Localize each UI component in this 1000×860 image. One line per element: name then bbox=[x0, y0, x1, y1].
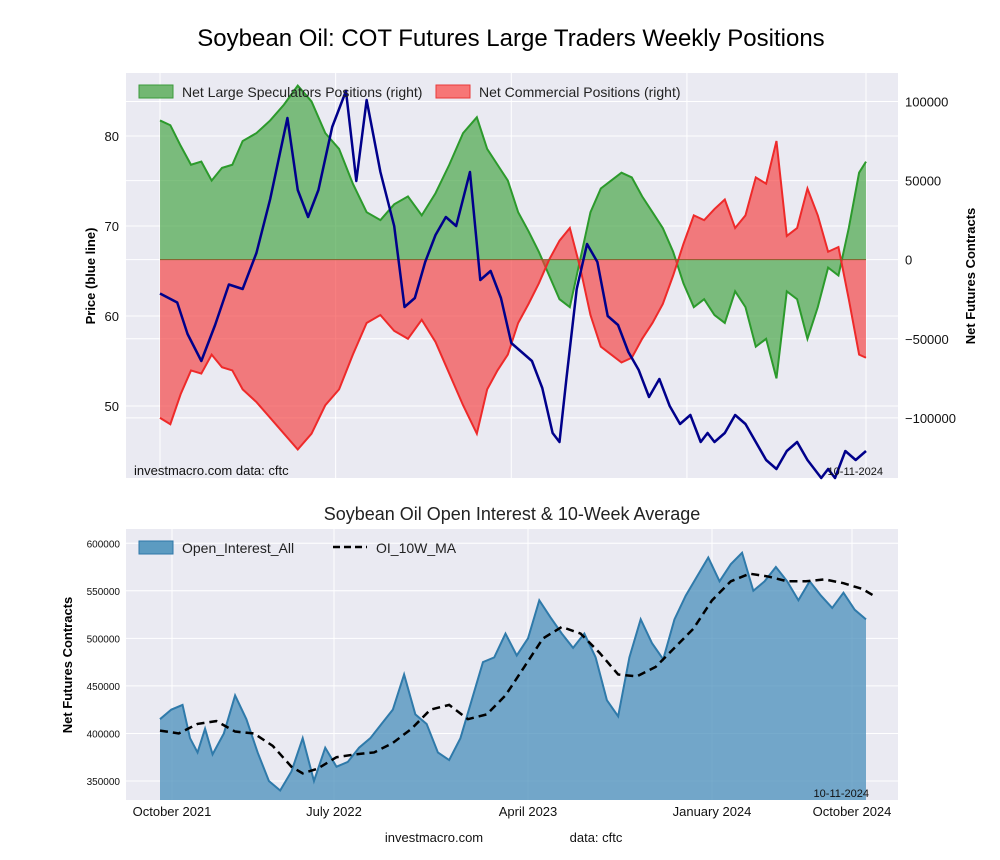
price-axis-label: Price (blue line) bbox=[83, 228, 98, 325]
oi-chart-title: Soybean Oil Open Interest & 10-Week Aver… bbox=[324, 504, 701, 524]
right-tick-label: 100000 bbox=[905, 94, 948, 109]
left-tick-label: 80 bbox=[105, 129, 119, 144]
chart-title: Soybean Oil: COT Futures Large Traders W… bbox=[197, 25, 824, 52]
oi-area-group bbox=[159, 550, 875, 800]
net-spec-area bbox=[160, 85, 866, 379]
right-tick-label: −50000 bbox=[905, 332, 949, 347]
price-line bbox=[159, 89, 867, 480]
bottom-date-stamp: 10-11-2024 bbox=[814, 788, 869, 800]
legend-label-oi: Open_Interest_All bbox=[182, 540, 294, 556]
net-comm-line bbox=[159, 140, 867, 452]
legend-swatch-spec bbox=[138, 84, 174, 99]
left-tick-label: 50 bbox=[105, 399, 119, 414]
oi-tick-label: 400000 bbox=[87, 729, 121, 740]
open-interest-line bbox=[159, 550, 867, 793]
x-tick-label: July 2022 bbox=[306, 804, 362, 819]
top-right-ticks: 100000 50000 0 −50000 −100000 bbox=[905, 94, 956, 425]
legend-swatch-comm bbox=[435, 84, 471, 99]
oi-axis-label: Net Futures Contracts bbox=[60, 597, 75, 734]
legend-label-ma: OI_10W_MA bbox=[376, 540, 457, 556]
open-interest-area bbox=[160, 552, 866, 800]
top-credit: investmacro.com data: cftc bbox=[134, 463, 289, 478]
top-date-stamp: 10-11-2024 bbox=[828, 466, 883, 478]
oi-tick-label: 600000 bbox=[87, 539, 121, 550]
net-contracts-axis-label: Net Futures Contracts bbox=[963, 208, 978, 345]
x-tick-label: January 2024 bbox=[673, 804, 752, 819]
left-tick-label: 70 bbox=[105, 219, 119, 234]
x-tick-label: April 2023 bbox=[499, 804, 558, 819]
oi-tick-label: 450000 bbox=[87, 682, 121, 693]
net-comm-area bbox=[160, 141, 866, 450]
bottom-y-ticks: 350000 400000 450000 500000 550000 600000 bbox=[87, 539, 121, 788]
x-tick-label: October 2021 bbox=[133, 804, 212, 819]
oi-tick-label: 500000 bbox=[87, 634, 121, 645]
bottom-legend: Open_Interest_All OI_10W_MA bbox=[138, 540, 457, 556]
legend-label-spec: Net Large Speculators Positions (right) bbox=[182, 84, 422, 100]
legend-label-comm: Net Commercial Positions (right) bbox=[479, 84, 681, 100]
bottom-x-ticks: October 2021 July 2022 April 2023 January 2… bbox=[133, 804, 892, 819]
top-left-ticks: 50 60 70 80 bbox=[105, 129, 119, 414]
x-tick-label: October 2024 bbox=[813, 804, 892, 819]
oi-ma-line bbox=[159, 572, 875, 775]
right-tick-label: −100000 bbox=[905, 411, 956, 426]
top-areas bbox=[159, 84, 867, 452]
oi-tick-label: 350000 bbox=[87, 777, 121, 788]
legend-swatch-oi bbox=[138, 540, 174, 555]
right-tick-label: 0 bbox=[905, 253, 912, 268]
footer-site: investmacro.com bbox=[385, 830, 483, 845]
oi-tick-label: 550000 bbox=[87, 587, 121, 598]
left-tick-label: 60 bbox=[105, 309, 119, 324]
price-line-group bbox=[159, 89, 867, 480]
footer-data: data: cftc bbox=[570, 830, 623, 845]
top-legend: Net Large Speculators Positions (right) … bbox=[138, 84, 681, 100]
right-tick-label: 50000 bbox=[905, 174, 941, 189]
